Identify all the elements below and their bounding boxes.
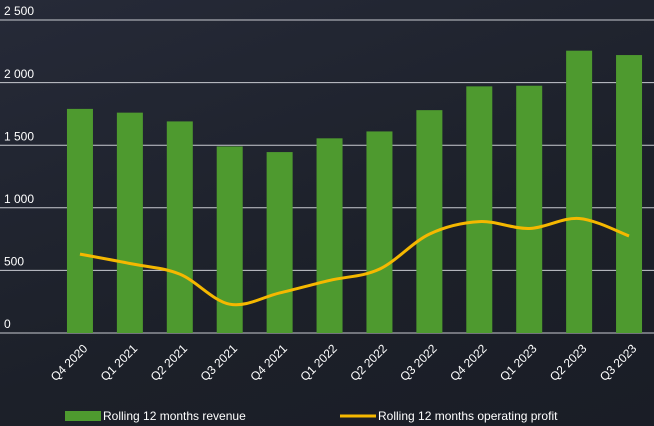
x-tick-label: Q2 2022	[347, 341, 390, 384]
line	[79, 216, 630, 307]
x-tick-label: Q1 2022	[297, 341, 340, 384]
bar	[166, 121, 193, 333]
y-tick-label: 2 000	[4, 67, 34, 81]
y-tick-label: 1 500	[4, 129, 34, 143]
bar	[616, 55, 643, 333]
x-tick-label: Q4 2022	[447, 341, 490, 384]
bar	[66, 108, 93, 333]
y-tick-label: 1 000	[4, 192, 34, 206]
x-tick-label: Q1 2021	[98, 341, 141, 384]
x-tick-label: Q2 2023	[547, 341, 590, 384]
bar	[316, 138, 343, 333]
bar	[516, 85, 543, 333]
bar	[466, 86, 493, 333]
y-tick-label: 0	[4, 317, 11, 331]
y-tick-label: 2 500	[4, 4, 34, 18]
bar	[116, 112, 143, 333]
x-tick-label: Q2 2021	[148, 341, 191, 384]
bar	[416, 110, 443, 333]
y-tick-label: 500	[4, 255, 24, 269]
x-tick-label: Q3 2023	[597, 341, 640, 384]
x-tick-label: Q4 2021	[248, 341, 291, 384]
legend-label: Rolling 12 months operating profit	[378, 409, 558, 423]
x-tick-label: Q4 2020	[48, 341, 91, 384]
x-tick-label: Q3 2022	[397, 341, 440, 384]
bar	[566, 50, 593, 333]
legend-swatch	[65, 411, 101, 421]
bar	[266, 152, 293, 333]
bar	[366, 131, 393, 333]
x-tick-label: Q1 2023	[497, 341, 540, 384]
x-tick-label: Q3 2021	[198, 341, 241, 384]
legend-label: Rolling 12 months revenue	[103, 409, 246, 423]
